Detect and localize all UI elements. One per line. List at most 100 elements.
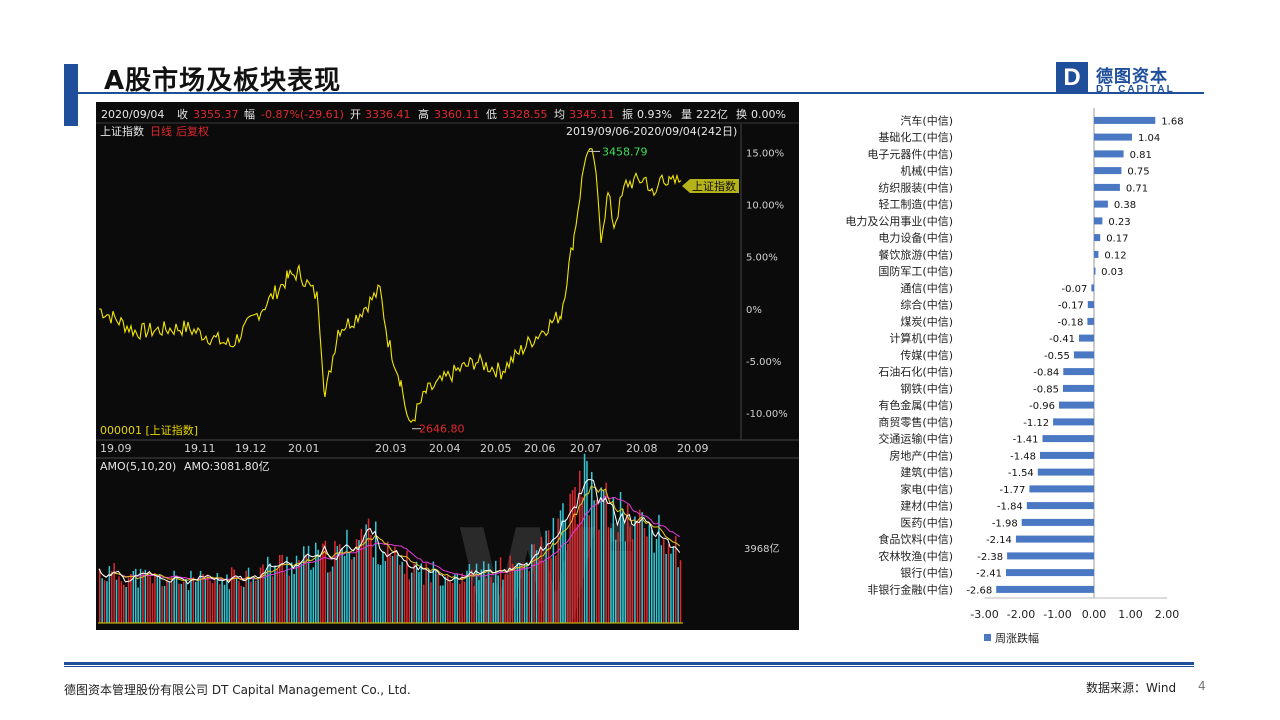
sector-value-label: -2.41 — [976, 569, 1002, 580]
amo-bar — [495, 560, 497, 623]
amo-bar — [99, 568, 101, 623]
amo-bar — [111, 571, 113, 623]
amo-bar — [137, 587, 139, 623]
amo-bar — [339, 544, 341, 623]
amo-bar — [334, 540, 336, 623]
amo-bar — [442, 585, 444, 623]
amo-bar — [355, 539, 358, 623]
amo-bar — [113, 563, 115, 623]
turn-label: 换 — [736, 107, 747, 121]
title-underline — [64, 92, 1204, 94]
amo-bar — [471, 569, 473, 623]
sector-category-label: 机械(中信) — [900, 164, 953, 178]
value-tick-label: -3.00 — [970, 608, 998, 621]
x-tick-label: 20.01 — [288, 442, 320, 455]
sector-bar — [1040, 451, 1094, 459]
amo-bar — [125, 586, 127, 623]
amo-bar — [612, 497, 615, 623]
amo-bar — [396, 554, 399, 623]
x-tick-label: 19.11 — [184, 442, 216, 455]
legend-swatch — [984, 634, 991, 641]
low-value: 3328.55 — [502, 108, 548, 121]
amo-bar — [293, 573, 295, 623]
amo-bar — [375, 521, 377, 623]
amo-bar — [343, 555, 346, 623]
amo-bar — [478, 580, 480, 623]
sector-value-label: -0.85 — [1033, 384, 1059, 395]
amo-bar — [569, 493, 571, 623]
x-tick-label: 20.06 — [524, 442, 556, 455]
amo-bar — [180, 584, 183, 623]
amo-bar — [223, 584, 226, 623]
turn-value: 0.00% — [751, 108, 786, 121]
footer-rule — [64, 662, 1194, 665]
amo-bar — [322, 543, 324, 623]
logo-text-cn: 德图资本 — [1096, 67, 1168, 87]
sector-value-label: 0.71 — [1126, 183, 1148, 194]
sector-category-label: 纺织服装(中信) — [878, 180, 953, 194]
amo-bar — [353, 556, 355, 623]
amo-bar — [252, 577, 255, 623]
amo-bar — [202, 573, 204, 623]
logo-text-en: DT CAPITAL — [1096, 84, 1175, 95]
sector-value-label: 1.04 — [1138, 133, 1160, 144]
value-tick-label: -1.00 — [1043, 608, 1071, 621]
change-value: -0.87%(-29.61) — [261, 108, 344, 121]
amo-bar — [288, 575, 291, 623]
x-tick-label: 19.09 — [100, 442, 132, 455]
sector-bar — [1063, 384, 1094, 392]
sector-bar — [1094, 234, 1101, 242]
amo-bar — [171, 576, 173, 623]
x-tick-label: 19.12 — [235, 442, 267, 455]
sector-value-label: 1.68 — [1161, 116, 1183, 127]
amo-bar — [439, 585, 442, 623]
amo-bar — [358, 540, 360, 623]
amo-bar — [547, 530, 550, 623]
amo-bar — [449, 581, 451, 623]
sector-category-label: 非银行金融(中信) — [867, 582, 953, 596]
sector-category-label: 基础化工(中信) — [878, 130, 953, 144]
amo-value: AMO:3081.80亿 — [184, 460, 270, 473]
sector-value-label: 0.23 — [1108, 217, 1130, 228]
amo-bar — [504, 574, 507, 623]
amo-bar — [147, 572, 149, 623]
sector-value-label: -0.17 — [1058, 301, 1084, 312]
footer-company: 德图资本管理股份有限公司 DT Capital Management Co., … — [64, 683, 411, 697]
sector-value-label: -0.41 — [1049, 334, 1075, 345]
amo-bar — [394, 546, 396, 623]
sector-bar — [1094, 200, 1108, 208]
amo-bar — [363, 535, 365, 623]
amo-bar — [526, 562, 528, 623]
sector-category-label: 家电(中信) — [900, 482, 953, 496]
amo-bar — [300, 563, 303, 623]
amo-bar — [591, 471, 593, 623]
amo-bar — [552, 517, 555, 623]
amo-bar — [192, 577, 195, 623]
amo-bar — [492, 582, 495, 623]
close-label: 收 — [177, 107, 188, 121]
sector-value-label: -2.14 — [986, 535, 1012, 546]
amo-bar — [545, 530, 547, 623]
amo-bar — [259, 567, 262, 623]
amo-bar — [646, 536, 648, 623]
amo-bar — [151, 583, 154, 623]
amo-bar — [581, 496, 583, 623]
amo-bar — [588, 515, 591, 623]
amo-bar — [247, 567, 250, 623]
amo-bar — [269, 563, 271, 623]
amo-bar — [401, 561, 403, 623]
sector-bar — [1094, 133, 1132, 141]
amo-bar — [420, 563, 423, 623]
x-tick-label: 20.05 — [480, 442, 512, 455]
amo-bar — [617, 532, 619, 623]
amo-bar — [221, 579, 223, 623]
amo-bar — [579, 470, 581, 623]
sector-bar — [1087, 317, 1094, 325]
quote-header-row: 2020/09/04 收 3355.37 幅 -0.87%(-29.61) 开 … — [101, 107, 786, 121]
vol-label: 量 — [681, 108, 692, 121]
amo-bar — [643, 528, 646, 623]
amo-bar — [543, 561, 545, 623]
low-label: 低 — [486, 108, 497, 121]
amo-bar — [331, 566, 334, 623]
amo-bar — [156, 576, 159, 623]
